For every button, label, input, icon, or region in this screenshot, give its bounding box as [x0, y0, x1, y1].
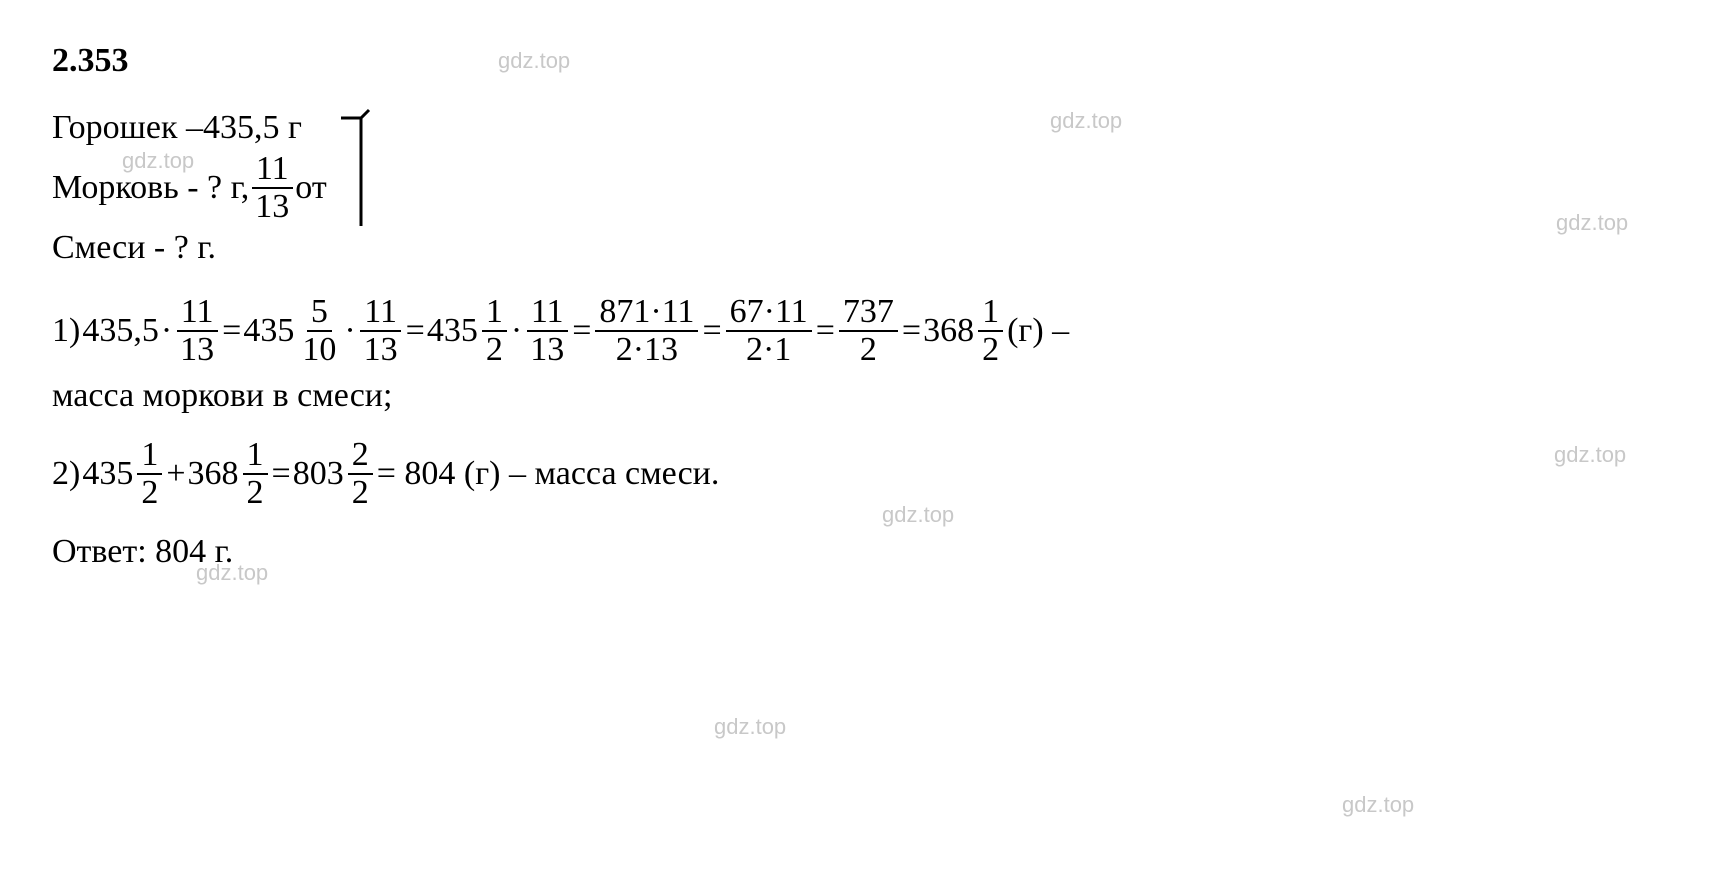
frac-11-13-b: 11 13: [360, 294, 402, 367]
label-mix: Смеси - ? г.: [52, 225, 216, 271]
step2-res: = 804 (г) – масса смеси.: [377, 451, 720, 497]
dot-2: ·: [344, 308, 355, 354]
eq-5: =: [816, 308, 835, 354]
frac-11-13-c: 11 13: [526, 294, 568, 367]
given-line-1: Горошек – 435,5 г: [52, 100, 327, 156]
dot-3: ·: [511, 308, 522, 354]
value-peas: 435,5 г: [203, 105, 302, 151]
eq-6: =: [902, 308, 921, 354]
given-line-3: Смеси - ? г.: [52, 220, 327, 276]
bracket-path: [341, 110, 369, 226]
label-peas: Горошек –: [52, 105, 203, 151]
frac-871-11: 871·11 2·13: [595, 294, 698, 367]
given-block: Горошек – 435,5 г Морковь - ? г, 11 13 о…: [52, 100, 1682, 276]
bracket: [339, 108, 381, 228]
page-root: 2.353 Горошек – 435,5 г Морковь - ? г, 1…: [0, 0, 1734, 875]
step-2: 2) 435 1 2 + 368 1 2 = 803 2 2 = 804 (г)…: [52, 437, 1682, 510]
eq-4: =: [702, 308, 721, 354]
frac-67-11: 67·11 2·1: [726, 294, 812, 367]
watermark: gdz.top: [714, 712, 786, 742]
step1-tail: масса моркови в смеси;: [52, 373, 1682, 419]
frac-11-13-a: 11 13: [176, 294, 218, 367]
eq-b1: =: [272, 451, 291, 497]
given-lines: Горошек – 435,5 г Морковь - ? г, 11 13 о…: [52, 100, 327, 276]
plus: +: [166, 451, 185, 497]
mixed-435-1-2-b: 435 1 2: [82, 437, 164, 510]
mixed-368-1-2-b: 368 1 2: [188, 437, 270, 510]
label-carrot-suffix: от: [295, 165, 326, 211]
mixed-435-5-10: 435 5 10: [243, 294, 342, 367]
step1-unit: (г) –: [1007, 308, 1069, 354]
frac-737-2: 737 2: [839, 294, 898, 367]
eq-2: =: [406, 308, 425, 354]
step2-prefix: 2): [52, 451, 80, 497]
fraction-11-13: 11 13: [251, 151, 293, 224]
fraction-num: 11: [252, 151, 293, 189]
eq-1: =: [222, 308, 241, 354]
step1-prefix: 1): [52, 308, 80, 354]
mixed-368-1-2: 368 1 2: [923, 294, 1005, 367]
watermark: gdz.top: [1342, 790, 1414, 820]
mixed-435-1-2: 435 1 2: [427, 294, 509, 367]
dot-1: ·: [161, 308, 172, 354]
eq-3: =: [572, 308, 591, 354]
given-line-2: Морковь - ? г, 11 13 от: [52, 156, 327, 220]
step-1: 1) 435,5 · 11 13 = 435 5 10 · 11 13 = 43…: [52, 294, 1682, 367]
step1-dec: 435,5: [82, 308, 159, 354]
mixed-803-2-2: 803 2 2: [293, 437, 375, 510]
step1-tail-text: масса моркови в смеси;: [52, 373, 392, 419]
answer-text: Ответ: 804 г.: [52, 529, 233, 575]
label-carrot: Морковь - ? г,: [52, 165, 249, 211]
answer-row: Ответ: 804 г.: [52, 529, 1682, 575]
problem-number: 2.353: [52, 38, 1682, 84]
